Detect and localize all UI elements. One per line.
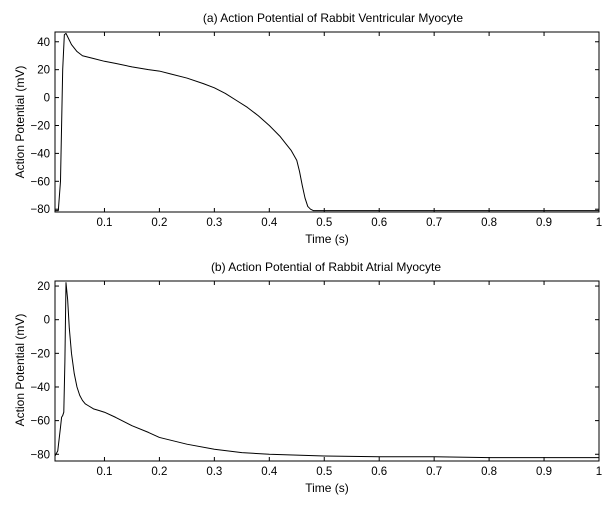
x-tick-label: 0.4 — [261, 217, 278, 229]
x-axis-label: Time (s) — [305, 481, 349, 495]
x-tick-label: 0.7 — [426, 217, 442, 229]
x-tick-label: 0.8 — [481, 466, 497, 478]
plot-frame — [54, 31, 600, 213]
y-tick-label: 20 — [37, 65, 50, 77]
y-tick-label: −60 — [30, 176, 50, 188]
x-tick-label: 0.6 — [371, 217, 387, 229]
y-axis-ticks: 40 20 0 −20 −40 −60 −80 — [30, 37, 599, 216]
y-tick-label: 0 — [44, 315, 50, 327]
y-tick-label: −80 — [30, 449, 50, 461]
y-tick-label: −20 — [30, 348, 50, 360]
x-tick-label: 0.1 — [96, 466, 112, 478]
plot-frame — [54, 280, 600, 462]
y-axis-label: Action Potential (mV) — [13, 66, 27, 179]
x-tick-label: 0.2 — [151, 466, 167, 478]
y-tick-label: 40 — [37, 37, 50, 49]
y-tick-label: −80 — [30, 204, 50, 216]
x-tick-label: 0.9 — [536, 217, 552, 229]
series-line — [55, 32, 599, 212]
series-line — [54, 282, 599, 459]
chart-title: (a) Action Potential of Rabbit Ventricul… — [203, 11, 463, 25]
y-tick-label: −60 — [30, 416, 50, 428]
x-axis-ticks: 0.1 0.2 0.3 0.4 0.5 0.6 0.7 0.8 0.9 1 — [96, 281, 602, 478]
x-tick-label: 0.9 — [536, 466, 552, 478]
x-tick-label: 1 — [596, 217, 602, 229]
x-tick-label: 0.1 — [96, 217, 112, 229]
x-tick-label: 0.4 — [261, 466, 278, 478]
x-tick-label: 0.5 — [316, 217, 332, 229]
x-tick-label: 0.6 — [371, 466, 387, 478]
y-axis-label: Action Potential (mV) — [13, 314, 27, 427]
y-tick-label: 0 — [44, 93, 50, 105]
chart-title: (b) Action Potential of Rabbit Atrial My… — [211, 260, 441, 274]
x-tick-label: 1 — [596, 466, 602, 478]
x-tick-label: 0.5 — [316, 466, 332, 478]
x-tick-label: 0.2 — [151, 217, 167, 229]
x-axis-ticks: 0.1 0.2 0.3 0.4 0.5 0.6 0.7 0.8 0.9 1 — [96, 32, 602, 229]
y-tick-label: 20 — [37, 281, 50, 293]
y-tick-label: −20 — [30, 120, 50, 132]
chart-ventricular: (a) Action Potential of Rabbit Ventricul… — [13, 11, 602, 246]
x-tick-label: 0.8 — [481, 217, 497, 229]
y-axis-ticks: 20 0 −20 −40 −60 −80 — [30, 281, 599, 461]
x-tick-label: 0.7 — [426, 466, 442, 478]
y-tick-label: −40 — [30, 382, 50, 394]
x-axis-label: Time (s) — [305, 232, 349, 246]
x-tick-label: 0.3 — [206, 466, 222, 478]
x-tick-label: 0.3 — [206, 217, 222, 229]
y-tick-label: −40 — [30, 148, 50, 160]
chart-atrial: (b) Action Potential of Rabbit Atrial My… — [13, 260, 602, 495]
